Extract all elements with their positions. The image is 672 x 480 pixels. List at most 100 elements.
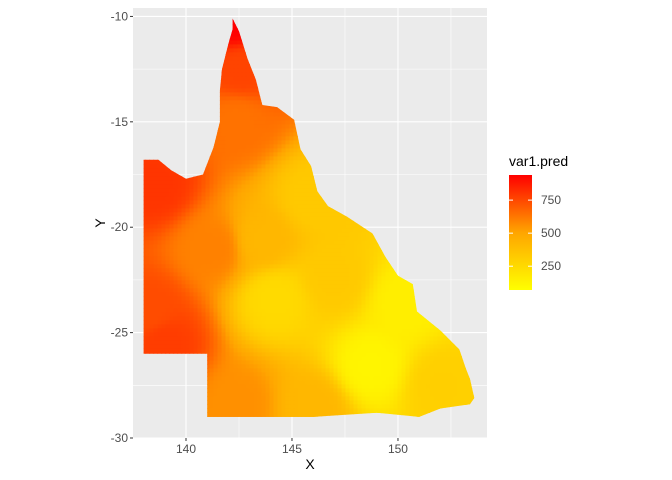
surface-cell	[201, 204, 207, 209]
surface-cell	[233, 192, 239, 197]
surface-cell	[261, 188, 267, 193]
surface-cell	[349, 224, 355, 229]
surface-cell	[273, 156, 279, 161]
surface-cell	[201, 236, 207, 241]
surface-cell	[301, 212, 307, 217]
surface-cell	[281, 184, 287, 189]
surface-cell	[269, 164, 275, 169]
surface-cell	[253, 208, 259, 213]
surface-cell	[221, 120, 227, 125]
surface-cell	[145, 240, 151, 245]
surface-cell	[317, 204, 323, 209]
surface-cell	[213, 224, 219, 229]
surface-cell	[297, 172, 303, 177]
surface-cell	[233, 248, 239, 253]
surface-cell	[289, 236, 295, 241]
surface-cell	[225, 100, 231, 105]
surface-cell	[277, 240, 283, 245]
surface-cell	[233, 180, 239, 185]
surface-cell	[249, 208, 255, 213]
surface-cell	[253, 120, 259, 125]
surface-cell	[201, 172, 207, 177]
surface-cell	[205, 224, 211, 229]
surface-cell	[249, 108, 255, 113]
surface-cell	[169, 180, 175, 185]
surface-cell	[173, 220, 179, 225]
surface-cell	[289, 164, 295, 169]
surface-cell	[257, 144, 263, 149]
surface-cell	[221, 200, 227, 205]
surface-cell	[317, 224, 323, 229]
surface-cell	[165, 224, 171, 229]
surface-cell	[193, 200, 199, 205]
surface-cell	[169, 184, 175, 189]
surface-cell	[297, 208, 303, 213]
surface-cell	[237, 60, 243, 65]
surface-cell	[329, 220, 335, 225]
surface-cell	[321, 240, 327, 245]
surface-cell	[221, 104, 227, 109]
surface-cell	[229, 172, 235, 177]
surface-cell	[205, 184, 211, 189]
surface-cell	[217, 216, 223, 221]
surface-cell	[249, 140, 255, 145]
surface-cell	[253, 220, 259, 225]
surface-cell	[177, 200, 183, 205]
surface-cell	[249, 160, 255, 165]
surface-cell	[313, 228, 319, 233]
surface-cell	[185, 248, 191, 253]
surface-cell	[301, 248, 307, 253]
surface-cell	[329, 240, 335, 245]
surface-cell	[317, 236, 323, 241]
surface-cell	[185, 200, 191, 205]
surface-cell	[225, 116, 231, 121]
surface-cell	[145, 172, 151, 177]
surface-cell	[245, 156, 251, 161]
surface-cell	[257, 216, 263, 221]
surface-cell	[165, 188, 171, 193]
surface-cell	[261, 120, 267, 125]
surface-cell	[229, 88, 235, 93]
surface-cell	[249, 88, 255, 93]
surface-cell	[213, 156, 219, 161]
surface-cell	[337, 244, 343, 249]
surface-cell	[245, 132, 251, 137]
surface-cell	[297, 156, 303, 161]
surface-cell	[229, 132, 235, 137]
surface-cell	[329, 236, 335, 241]
surface-cell	[229, 104, 235, 109]
surface-cell	[317, 200, 323, 205]
surface-cell	[245, 180, 251, 185]
surface-cell	[161, 168, 167, 173]
surface-cell	[177, 228, 183, 233]
surface-cell	[273, 248, 279, 253]
surface-cell	[257, 120, 263, 125]
surface-cell	[169, 204, 175, 209]
surface-cell	[233, 244, 239, 249]
surface-cell	[221, 80, 227, 85]
surface-cell	[143, 192, 147, 197]
surface-cell	[157, 240, 163, 245]
surface-cell	[257, 132, 263, 137]
surface-cell	[261, 204, 267, 209]
surface-cell	[237, 124, 243, 129]
surface-cell	[245, 244, 251, 249]
surface-cell	[265, 140, 271, 145]
surface-cell	[157, 236, 163, 241]
surface-cell	[225, 104, 231, 109]
surface-cell	[301, 160, 307, 165]
surface-cell	[217, 132, 223, 137]
surface-cell	[281, 176, 287, 181]
surface-cell	[261, 160, 267, 165]
surface-cell	[281, 140, 287, 145]
surface-cell	[261, 148, 267, 153]
surface-cell	[161, 188, 167, 193]
surface-cell	[297, 192, 303, 197]
surface-cell	[181, 244, 187, 249]
surface-cell	[273, 168, 279, 173]
surface-cell	[297, 216, 303, 221]
surface-cell	[281, 200, 287, 205]
surface-cell	[281, 124, 287, 129]
surface-cell	[313, 200, 319, 205]
surface-cell	[221, 164, 227, 169]
